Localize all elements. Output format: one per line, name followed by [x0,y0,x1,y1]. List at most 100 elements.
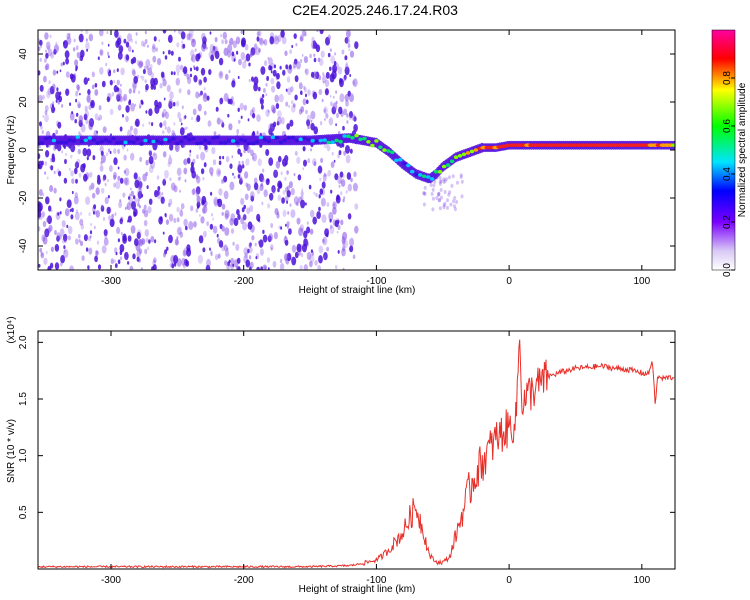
spectrogram-noise-blob [130,153,134,161]
spectrogram-noise-blob [94,226,96,230]
spectrogram-noise-blob [144,205,147,210]
spectrogram-noise-blob [278,156,282,162]
spectrogram-noise-blob [335,220,339,227]
spectrogram-noise-blob [352,80,355,85]
spectrogram-noise-blob [73,47,75,51]
spectrogram-noise-blob [330,101,333,106]
spectrogram-noise-blob [118,167,120,170]
spectrogram-noise-blob [285,102,288,107]
spectrogram-noise-blob [231,52,234,57]
spectrogram-noise-blob [224,227,229,236]
spectrogram-noise-blob [215,254,218,260]
spectrogram-noise-blob [40,58,42,62]
spectrogram-noise-blob [348,184,352,192]
spectrogram-noise-blob [199,235,204,243]
colorbar-tick-label-1: 0.2 [722,215,733,229]
spectrogram-noise-blob [299,82,303,89]
spectrogram-noise-blob [148,108,152,116]
spectrogram-noise-blob [347,172,351,180]
spectrogram-noise-blob [445,177,448,181]
spectrogram-noise-blob [211,173,213,177]
spectrogram-noise-blob [173,102,176,107]
spectrogram-noise-blob [122,236,127,244]
spectrogram-noise-blob [185,226,188,231]
spectrogram-noise-blob [84,77,88,85]
spectrogram-noise-blob [301,253,303,257]
spectrogram-ridge-core [255,140,259,144]
spectrogram-noise-blob [149,150,153,156]
spectrogram-noise-blob [114,212,116,216]
spectrogram-noise-blob [79,173,82,178]
spectrogram-ridge-core [135,137,139,141]
spectrogram-noise-blob [315,193,317,197]
spectrogram-noise-blob [103,217,105,221]
spectrogram-noise-blob [285,64,288,69]
spectrogram-noise-blob [263,41,265,44]
spectrogram-noise-blob [150,236,154,242]
spectrogram-noise-blob [273,70,277,77]
spectrogram-noise-blob [66,225,68,228]
spectrogram-noise-blob [85,110,89,118]
spectrogram-noise-blob [230,213,235,221]
spectrogram-noise-blob [75,65,78,69]
spectrogram-noise-blob [311,249,313,253]
spectrogram-noise-blob [330,73,335,82]
spectrogram-noise-blob [225,250,229,257]
spectrogram-ridge-core [159,141,163,145]
spectrogram-noise-blob [45,150,49,157]
spectrogram-noise-blob [165,126,167,130]
spectrogram-noise-blob [157,175,160,180]
spectrogram-noise-blob [151,266,154,271]
spectrogram-noise-blob [42,130,44,134]
spectrogram-noise-blob [97,241,99,245]
spectrogram-noise-blob [134,104,136,107]
spectrogram-noise-blob [238,76,240,79]
spectrogram-noise-blob [229,163,232,169]
spectrogram-noise-blob [189,150,191,153]
snr-frame [38,331,675,569]
spectrogram-noise-blob [53,188,56,194]
spectrogram-noise-blob [149,122,151,125]
spectrogram-noise-blob [298,174,302,180]
spectrogram-noise-blob [307,221,309,224]
spectrogram-ridge-core [378,145,382,149]
spectrogram-noise-blob [343,199,345,203]
spectrogram-noise-blob [247,146,251,153]
spectrogram-noise-blob [230,264,232,267]
spectrogram-noise-blob [287,211,289,215]
spectrogram-ridge-core [231,139,235,143]
spectrogram-noise-blob [461,180,464,184]
spectrogram-ridge-core [104,138,108,142]
spectrogram-noise-blob [254,182,258,190]
spectrogram-noise-blob [113,148,116,154]
spectrogram-noise-blob [75,99,77,103]
spectrogram-noise-blob [115,263,118,268]
spectrogram-noise-blob [173,71,175,75]
spectrogram-noise-blob [346,190,348,194]
spectrogram-noise-blob [303,98,307,105]
spectrogram-noise-blob [110,109,114,115]
spectrogram-noise-blob [120,178,124,184]
spectrogram-noise-blob [147,45,149,48]
spectrogram-noise-blob [67,199,72,208]
spectrogram-noise-blob [119,55,121,59]
spectrogram-noise-blob [246,54,251,62]
spectrogram-noise-blob [322,214,327,223]
spectrogram-ridge-core [235,141,239,145]
spectrogram-noise-blob [325,88,329,95]
spectrogram-noise-blob [107,31,109,34]
spectrogram-noise-blob [307,126,309,130]
spectrogram-noise-blob [202,208,206,214]
spectrogram-noise-blob [177,217,180,222]
spectrogram-noise-blob [176,78,180,86]
spectrogram-noise-blob [94,255,98,262]
spectrogram-noise-blob [305,110,308,114]
spectrogram-noise-blob [49,185,53,192]
spectrogram-noise-blob [250,191,255,199]
spectrogram-noise-blob [121,221,123,224]
spectrogram-noise-blob [113,183,116,188]
spectrogram-ridge-core [88,136,92,140]
spectrogram-noise-blob [80,241,83,246]
spectrogram-noise-blob [41,252,45,258]
spectrogram-noise-blob [255,47,260,56]
